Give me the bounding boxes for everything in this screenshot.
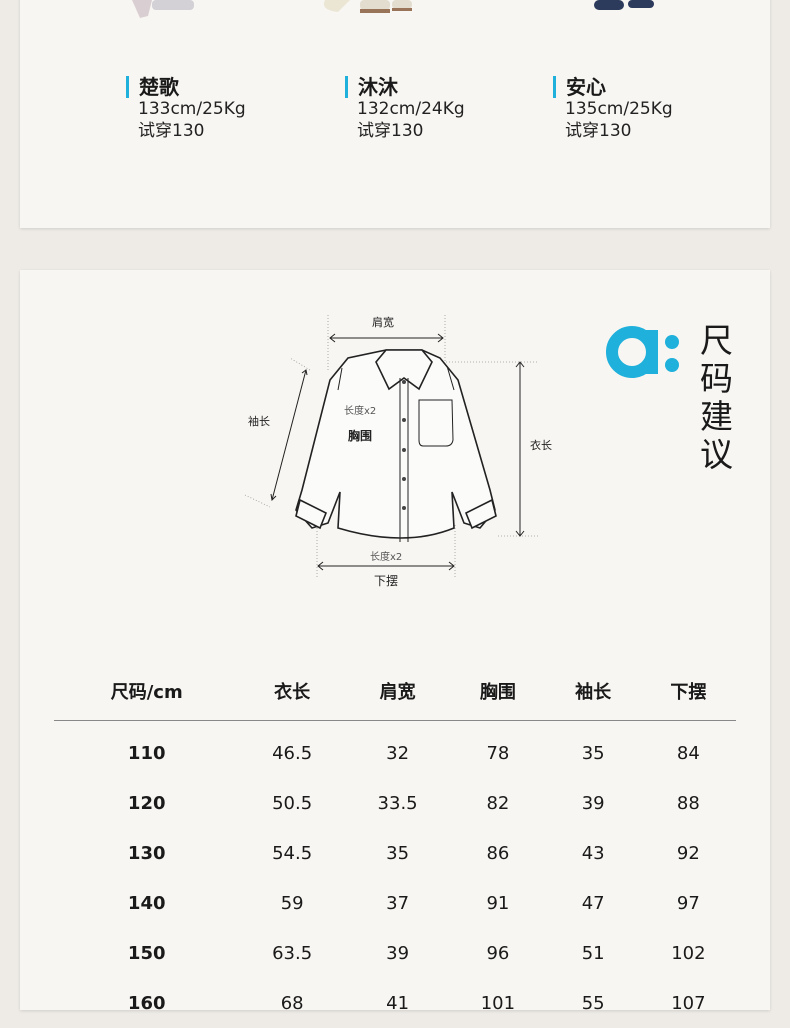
table-cell: 107 <box>671 992 706 1014</box>
model-name: 安心 <box>553 76 673 98</box>
model-trial-size: 试穿130 <box>357 121 424 141</box>
table-cell: 78 <box>486 742 510 764</box>
length-label: 衣长 <box>530 439 552 452</box>
table-cell: 32 <box>386 742 410 764</box>
table-cell: 130 <box>127 842 166 864</box>
table-cell: 91 <box>486 892 510 914</box>
table-cell: 110 <box>127 742 166 764</box>
model-1: 楚歌 133cm/25Kg 试穿130 <box>126 76 246 142</box>
table-cell: 35 <box>386 842 410 864</box>
table-cell: 50.5 <box>272 792 313 814</box>
chest-note: 长度x2 <box>344 406 377 417</box>
table-cell: 39 <box>581 792 605 814</box>
model-photos <box>132 0 654 18</box>
title-char: 尺 <box>700 321 733 360</box>
model-trial-size: 试穿130 <box>138 121 205 141</box>
table-cell: 54.5 <box>272 842 313 864</box>
model-name: 沐沐 <box>345 76 465 98</box>
title-char: 码 <box>700 359 733 398</box>
table-row: 140 59 37 91 47 97 <box>54 878 736 928</box>
table-cell: 39 <box>386 942 410 964</box>
table-cell: 35 <box>581 742 605 764</box>
table-cell: 102 <box>671 942 706 964</box>
title-char: 议 <box>700 435 733 474</box>
table-row: 110 46.5 32 78 35 84 <box>54 721 736 779</box>
table-cell: 82 <box>486 792 510 814</box>
table-cell: 150 <box>127 942 166 964</box>
table-cell: 84 <box>676 742 700 764</box>
column-header: 尺码/cm <box>54 662 240 721</box>
model-3: 安心 135cm/25Kg 试穿130 <box>553 76 673 142</box>
table-row: 120 50.5 33.5 82 39 88 <box>54 778 736 828</box>
model-body: 133cm/25Kg <box>138 99 246 119</box>
table-row: 130 54.5 35 86 43 92 <box>54 828 736 878</box>
column-header: 肩宽 <box>344 662 451 721</box>
table-cell: 55 <box>581 992 605 1014</box>
table-cell: 43 <box>581 842 605 864</box>
size-table: 尺码/cm 衣长 肩宽 胸围 袖长 下摆 110 46.5 32 78 35 84 120 50.5 33… <box>54 662 736 1028</box>
table-cell: 86 <box>486 842 510 864</box>
title-char: 建 <box>700 397 733 436</box>
table-cell: 101 <box>480 992 516 1014</box>
models-card: 楚歌 133cm/25Kg 试穿130 沐沐 132cm/24Kg 试穿130 … <box>20 0 770 228</box>
column-header: 衣长 <box>239 662 345 721</box>
table-cell: 41 <box>386 992 410 1014</box>
model-body: 132cm/24Kg <box>357 99 465 119</box>
shirt-diagram <box>244 315 540 578</box>
table-cell: 68 <box>280 992 304 1014</box>
table-cell: 97 <box>676 892 700 914</box>
shoulder-label: 肩宽 <box>372 316 394 329</box>
model-name: 楚歌 <box>126 76 246 98</box>
sleeve-label: 袖长 <box>248 415 270 428</box>
hem-note: 长度x2 <box>370 552 403 563</box>
column-header: 下摆 <box>640 662 736 721</box>
table-cell: 160 <box>127 992 166 1014</box>
table-cell: 140 <box>127 892 166 914</box>
column-header: 袖长 <box>545 662 641 721</box>
chest-label: 胸围 <box>348 429 373 443</box>
table-row: 160 68 41 101 55 107 <box>54 978 736 1028</box>
column-header: 胸围 <box>450 662 546 721</box>
brand-logo <box>606 326 679 378</box>
table-cell: 51 <box>581 942 605 964</box>
table-cell: 96 <box>486 942 510 964</box>
table-cell: 33.5 <box>377 792 418 814</box>
table-cell: 37 <box>386 892 410 914</box>
table-cell: 120 <box>127 792 166 814</box>
table-cell: 92 <box>676 842 700 864</box>
table-cell: 47 <box>581 892 605 914</box>
model-2: 沐沐 132cm/24Kg 试穿130 <box>345 76 465 142</box>
hem-label: 下摆 <box>374 574 399 588</box>
model-trial-size: 试穿130 <box>565 121 632 141</box>
table-cell: 88 <box>676 792 700 814</box>
size-card: 肩宽 袖长 长度x2 胸围 衣长 长度x2 下摆 尺 码 建 议 尺码/cm 衣长… <box>20 270 770 1014</box>
section-title: 尺 码 建 议 <box>700 322 736 474</box>
table-cell: 46.5 <box>272 742 313 764</box>
model-body: 135cm/25Kg <box>565 99 673 119</box>
table-cell: 59 <box>280 892 304 914</box>
table-row: 150 63.5 39 96 51 102 <box>54 928 736 978</box>
table-cell: 63.5 <box>272 942 313 964</box>
